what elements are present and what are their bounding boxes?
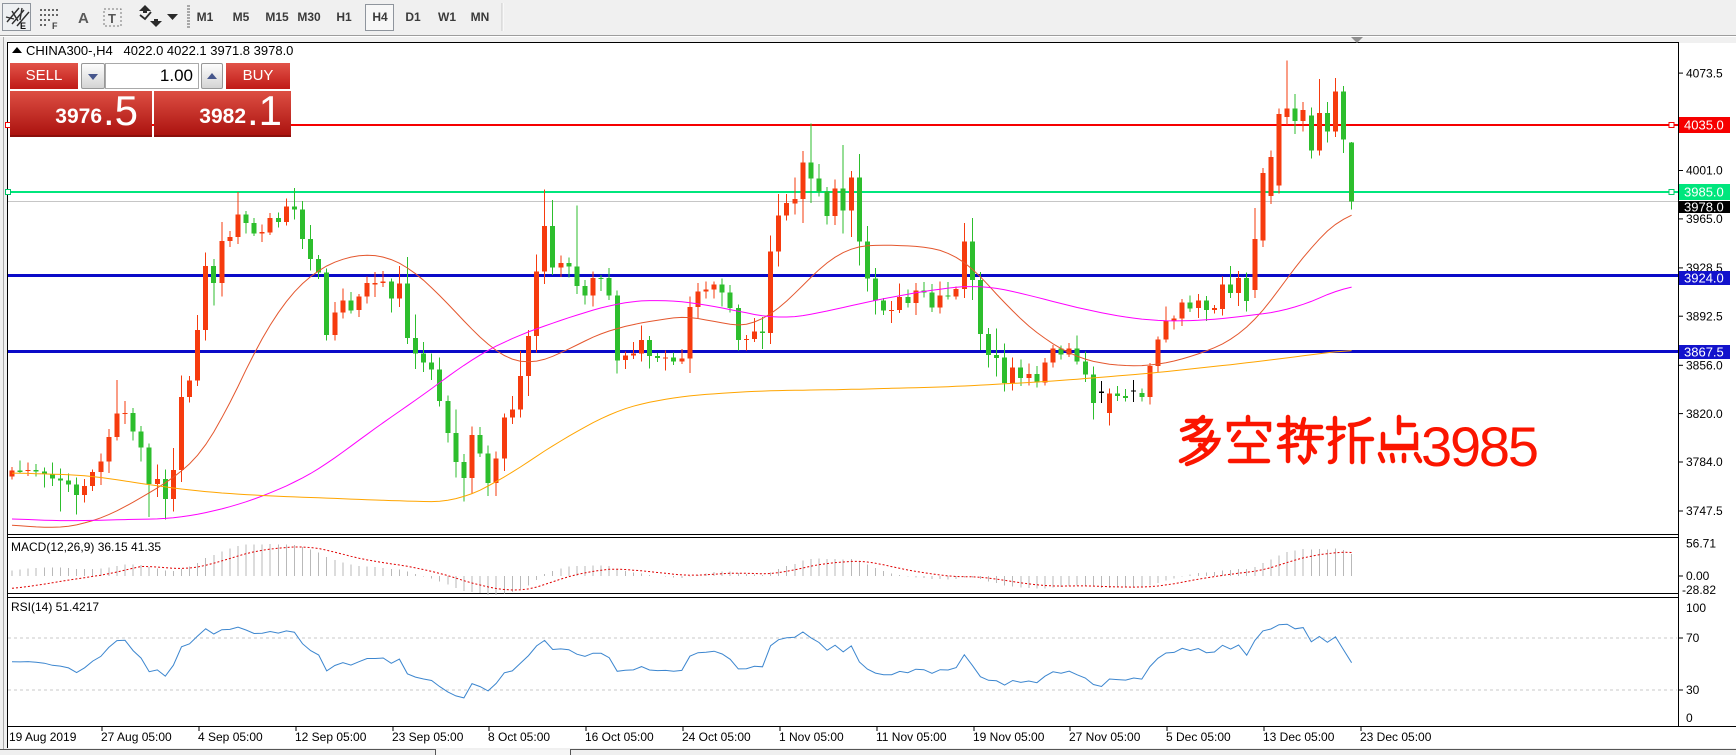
svg-text:CHINA300-,H4 4022.0 4022.1 3: CHINA300-,H4 4022.0 4022.1 3971.8 3978.0 [26, 43, 293, 58]
svg-text:27 Nov 05:00: 27 Nov 05:00 [1069, 730, 1141, 744]
svg-text:-28.82: -28.82 [1682, 583, 1716, 597]
svg-text:27 Aug 05:00: 27 Aug 05:00 [101, 730, 172, 744]
svg-text:4035.0: 4035.0 [1684, 117, 1724, 132]
svg-text:RSI(14) 51.4217: RSI(14) 51.4217 [11, 600, 99, 614]
svg-text:23 Dec 05:00: 23 Dec 05:00 [1360, 730, 1432, 744]
svg-text:5 Dec 05:00: 5 Dec 05:00 [1166, 730, 1231, 744]
svg-text:3820.0: 3820.0 [1686, 407, 1723, 421]
svg-text:0: 0 [1686, 711, 1693, 725]
svg-text:23 Sep 05:00: 23 Sep 05:00 [392, 730, 464, 744]
svg-text:11 Nov 05:00: 11 Nov 05:00 [876, 730, 947, 744]
svg-text:3784.0: 3784.0 [1686, 455, 1723, 469]
svg-text:E: E [20, 21, 26, 31]
svg-text:19 Nov 05:00: 19 Nov 05:00 [973, 730, 1045, 744]
svg-text:3892.5: 3892.5 [1686, 309, 1723, 323]
svg-text:4073.5: 4073.5 [1686, 66, 1723, 80]
svg-text:3978.0: 3978.0 [1684, 200, 1724, 215]
svg-text:70: 70 [1686, 631, 1700, 645]
svg-text:3985.0: 3985.0 [1684, 185, 1724, 200]
svg-text:100: 100 [1686, 601, 1706, 615]
svg-text:3985: 3985 [1421, 415, 1539, 478]
svg-text:30: 30 [1686, 683, 1700, 697]
svg-text:19 Aug 2019: 19 Aug 2019 [9, 730, 77, 744]
svg-text:3856.0: 3856.0 [1686, 359, 1723, 373]
svg-text:12 Sep 05:00: 12 Sep 05:00 [295, 730, 367, 744]
svg-text:3965.0: 3965.0 [1686, 212, 1723, 226]
svg-text:F: F [52, 21, 58, 31]
svg-text:3924.0: 3924.0 [1684, 271, 1724, 286]
svg-text:A: A [78, 10, 89, 27]
svg-text:3867.5: 3867.5 [1684, 345, 1724, 360]
svg-text:13 Dec 05:00: 13 Dec 05:00 [1263, 730, 1335, 744]
svg-text:MACD(12,26,9) 36.15 41.35: MACD(12,26,9) 36.15 41.35 [11, 540, 161, 554]
svg-text:4001.0: 4001.0 [1686, 164, 1723, 178]
svg-text:4 Sep 05:00: 4 Sep 05:00 [198, 730, 263, 744]
svg-text:T: T [108, 11, 116, 26]
svg-text:16 Oct 05:00: 16 Oct 05:00 [585, 730, 654, 744]
svg-text:24 Oct 05:00: 24 Oct 05:00 [682, 730, 751, 744]
svg-text:8 Oct 05:00: 8 Oct 05:00 [488, 730, 550, 744]
svg-text:3747.5: 3747.5 [1686, 504, 1723, 518]
svg-text:56.71: 56.71 [1686, 537, 1716, 551]
svg-text:1 Nov 05:00: 1 Nov 05:00 [779, 730, 844, 744]
svg-text:0.00: 0.00 [1686, 569, 1710, 583]
